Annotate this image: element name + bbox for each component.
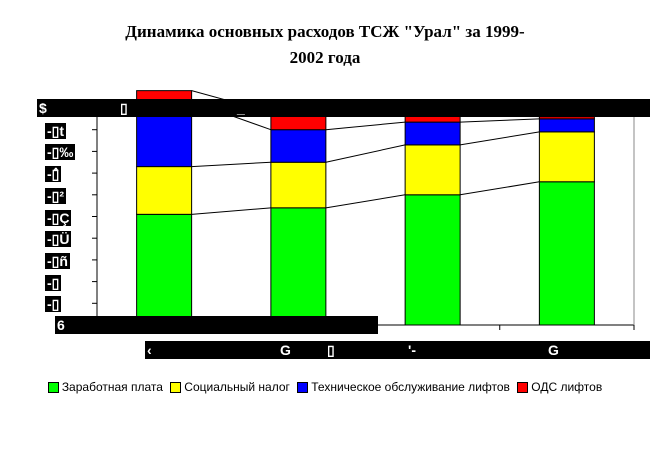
- x-tick-label: ▯: [327, 342, 335, 358]
- banner-glyph: $: [39, 100, 47, 116]
- bar-segment: [538, 116, 595, 120]
- banner-glyph: 6: [57, 317, 65, 333]
- legend-swatch: [297, 381, 309, 393]
- x-tick-label: G: [280, 342, 291, 358]
- series-connector-line: [325, 121, 406, 131]
- legend-swatch: [47, 381, 59, 393]
- y-tick-label: -▯t: [45, 122, 67, 139]
- legend-label: ОДС лифтов: [531, 380, 603, 394]
- x-tick-label: '-: [408, 342, 416, 358]
- chart-title-line1: Динамика основных расходов ТСЖ "Урал" за…: [125, 22, 525, 41]
- chart-plot: [92, 90, 635, 330]
- y-tick-label: -▯‰: [45, 144, 76, 161]
- legend-label: Социальный налог: [184, 380, 290, 394]
- y-tick-label: -▯: [45, 274, 62, 291]
- bar-segment: [404, 121, 461, 146]
- bar-segment: [270, 161, 327, 209]
- x-tick-label: ‹: [147, 342, 152, 358]
- y-tick-label: -▯: [45, 296, 62, 313]
- y-tick-label: -▯Ç: [45, 209, 72, 226]
- legend-item: Заработная плата: [47, 380, 163, 394]
- bar-segment: [538, 118, 595, 133]
- series-connector-line: [460, 181, 540, 196]
- banner-glyph: _: [237, 100, 245, 116]
- banner-glyph: ▯: [120, 100, 128, 116]
- y-tick-label: -▯̂: [45, 166, 62, 183]
- series-connector-line: [191, 207, 271, 215]
- bottom-banner: 6: [55, 316, 378, 334]
- y-tick-label: -▯²: [45, 187, 67, 204]
- top-banner: $ ▯ _: [37, 99, 650, 117]
- legend-swatch: [517, 381, 529, 393]
- bar-segment: [136, 213, 193, 326]
- bar-segment: [538, 131, 595, 183]
- series-connector-line: [460, 118, 540, 123]
- x-axis-labels-banner: ‹ G ▯ '- G: [145, 341, 650, 359]
- legend-item: Социальный налог: [170, 380, 290, 394]
- series-connector-line: [191, 161, 271, 168]
- bar-segment: [270, 207, 327, 326]
- y-tick-label: -▯Ü: [45, 231, 72, 248]
- legend-swatch: [170, 381, 182, 393]
- legend-label: Техническое обслуживание лифтов: [311, 380, 510, 394]
- series-connector-line: [325, 194, 406, 209]
- x-tick-label: G: [548, 342, 559, 358]
- legend-item: ОДС лифтов: [517, 380, 602, 394]
- chart-title-line2: 2002 года: [289, 48, 361, 67]
- bar-segment: [136, 166, 193, 215]
- series-connector-line: [460, 131, 540, 146]
- y-tick-label: -▯ñ: [45, 252, 70, 269]
- bar-segment: [404, 144, 461, 196]
- legend: Заработная плата Социальный налог Технич…: [0, 380, 650, 396]
- bar-segment: [538, 181, 595, 326]
- bar-segment: [404, 194, 461, 326]
- bar-segment: [270, 129, 327, 163]
- legend-label: Заработная плата: [61, 380, 163, 394]
- legend-item: Техническое обслуживание лифтов: [297, 380, 510, 394]
- series-connector-line: [325, 144, 406, 163]
